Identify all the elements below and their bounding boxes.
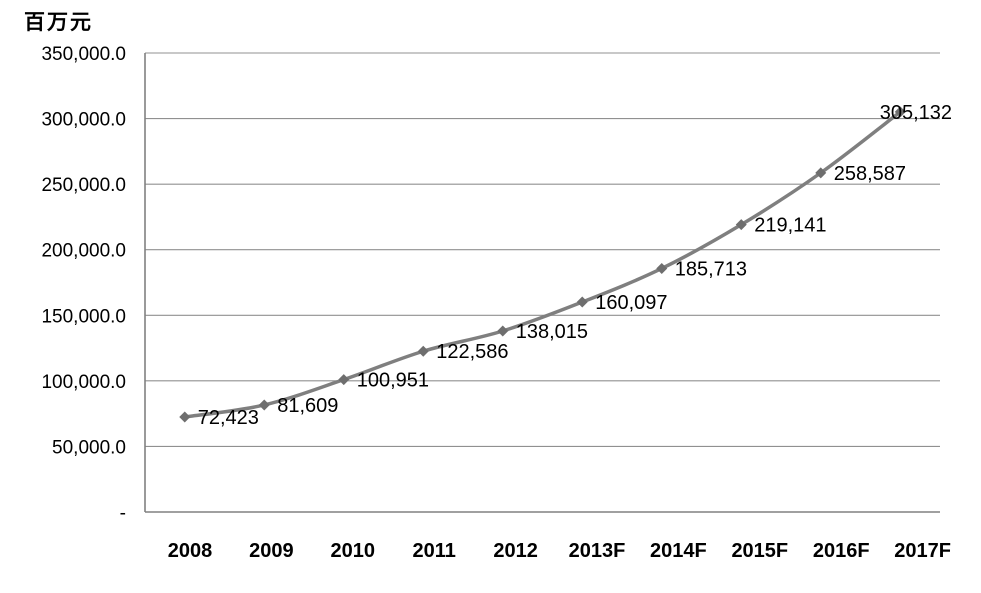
data-point-marker [815,167,827,179]
data-point-marker [179,411,191,423]
x-tick-label: 2016F [813,540,870,562]
data-point-marker [894,106,906,118]
y-tick-label: 350,000.0 [41,44,126,65]
y-tick-label: 300,000.0 [41,110,126,131]
data-point-label: 138,015 [516,321,588,343]
data-point-label: 219,141 [754,215,826,237]
data-point-label: 81,609 [277,395,338,417]
x-tick-label: 2013F [569,540,626,562]
data-point-marker [497,325,509,337]
data-point-marker [338,374,350,386]
data-point-label: 100,951 [357,370,429,392]
x-tick-label: 2011 [413,540,456,562]
data-point-label: 185,713 [675,258,747,280]
data-point-marker [735,219,747,231]
y-tick-label: 150,000.0 [41,306,126,327]
y-tick-label: 250,000.0 [41,175,126,196]
data-point-label: 258,587 [834,163,906,185]
y-tick-label: 100,000.0 [41,372,126,393]
y-tick-label: - [120,503,126,524]
x-tick-label: 2015F [731,540,788,562]
series-line [184,110,902,419]
x-tick-label: 2009 [249,540,294,562]
data-point-marker [258,399,270,411]
y-axis-unit-label: 百万元 [24,9,93,34]
data-point-label: 72,423 [198,407,259,429]
data-point-label: 122,586 [436,341,508,363]
x-tick-label: 2017F [894,540,951,562]
x-tick-label: 2014F [650,540,707,562]
data-point-marker [656,262,668,274]
data-point-label: 305,132 [880,102,952,124]
data-point-label: 160,097 [595,292,667,314]
x-tick-label: 2010 [331,540,376,562]
y-tick-label: 200,000.0 [41,241,126,262]
x-tick-label: 2012 [493,540,538,562]
x-tick-label: 2008 [168,540,213,562]
y-tick-label: 50,000.0 [52,437,126,458]
data-point-marker [417,345,429,357]
data-point-marker [576,296,588,308]
